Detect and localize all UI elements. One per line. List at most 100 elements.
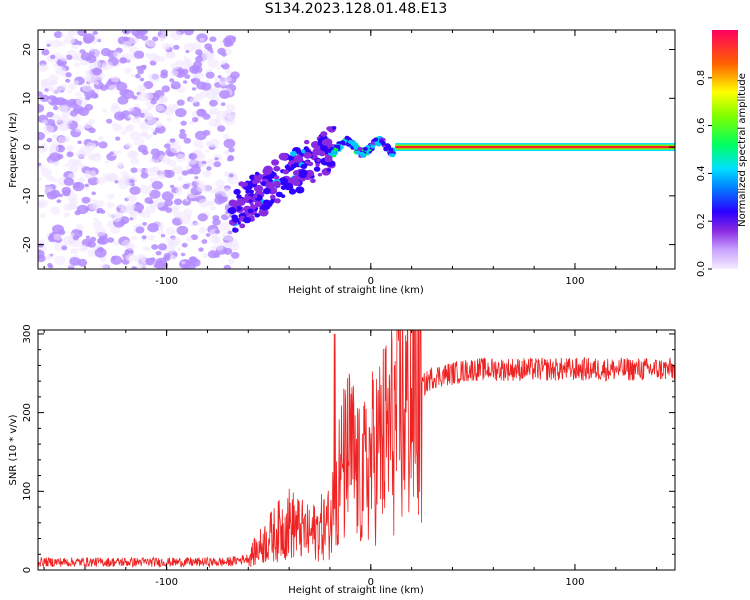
spectrogram-blob	[139, 121, 151, 131]
spectrogram-blob	[124, 125, 133, 133]
spectrogram-blob	[141, 149, 149, 156]
spectrogram-blob	[196, 153, 206, 161]
spectrogram-blob	[183, 55, 188, 60]
spectrogram-blob	[139, 64, 147, 71]
spectrogram-blob	[161, 85, 170, 93]
spectrogram-blob	[121, 130, 127, 135]
spectrogram-blob	[74, 210, 81, 216]
spectrogram-blob	[106, 118, 113, 124]
spectrogram-blob	[38, 164, 46, 171]
spectrogram-blob	[153, 198, 165, 208]
spectrogram-blob	[278, 152, 289, 161]
spectrogram-blob	[217, 75, 222, 79]
spectrogram-blob	[66, 145, 75, 152]
spectrogram-blob	[109, 151, 114, 155]
spectrogram-blob	[130, 157, 140, 165]
spectrogram-blob	[248, 199, 253, 203]
spectrogram-blob	[58, 122, 70, 132]
spectrogram-y-axis-label: Frequency (Hz)	[8, 112, 19, 188]
snr-ticks: -100 0 100 0 100 200 300	[22, 324, 675, 588]
spectrogram-blob	[180, 120, 187, 126]
x-tick-label: -100	[155, 276, 178, 287]
spectrogram-blob	[129, 186, 141, 195]
spectrogram-blob	[317, 142, 322, 146]
spectrogram-blob	[284, 164, 290, 169]
spectrogram-blob	[100, 209, 106, 214]
spectrogram-blob	[307, 161, 314, 167]
spectrogram-blob	[242, 181, 249, 187]
spectrogram-blob	[169, 236, 181, 246]
spectrogram-blob	[80, 52, 92, 61]
spectrogram-blob	[173, 44, 180, 50]
spectrogram-blob	[92, 30, 98, 35]
spectrogram-blob	[121, 30, 132, 35]
spectrogram-blob	[51, 39, 62, 48]
spectrogram-blob	[86, 74, 98, 84]
spectrogram-blob	[189, 121, 195, 125]
spectrogram-blob	[128, 150, 138, 158]
spectrogram-blob	[218, 78, 229, 87]
spectrogram-blob	[134, 73, 141, 79]
spectrogram-blob	[123, 174, 130, 181]
spectrogram-blob	[111, 213, 122, 222]
spectrogram-blob	[124, 67, 132, 74]
spectrogram-blob	[49, 152, 61, 162]
spectrogram-blob	[115, 136, 121, 141]
spectrogram-blob	[225, 117, 236, 126]
spectrogram-blob	[223, 247, 233, 255]
spectrogram-blob	[73, 62, 81, 68]
spectrogram-blob	[253, 184, 264, 193]
spectrogram-blob	[40, 168, 53, 178]
spectrogram-blob	[98, 141, 108, 149]
spectrogram-blob	[52, 105, 59, 111]
spectrogram-blob	[132, 116, 142, 124]
spectrogram-blob	[51, 114, 61, 122]
spectrogram-blob	[197, 213, 208, 222]
spectrogram-blob	[155, 159, 160, 163]
spectrogram-blob	[228, 173, 234, 178]
colorbar-label: Normalized spectral amplitude	[737, 73, 748, 227]
spectrogram-blob	[370, 141, 376, 146]
spectrogram-blob	[132, 202, 144, 212]
spectrogram-blob	[156, 104, 165, 112]
spectrogram-blob	[245, 189, 250, 194]
spectrogram-blob	[326, 168, 332, 172]
spectrogram-blob	[121, 239, 132, 248]
spectrogram-line-core	[395, 145, 675, 149]
spectrogram-blob	[293, 155, 304, 164]
spectrogram-blob	[313, 166, 321, 172]
spectrogram-blob	[114, 180, 119, 184]
spectrogram-blob	[50, 206, 61, 216]
spectrogram-blob	[134, 103, 140, 109]
spectrogram-blob	[205, 71, 215, 79]
spectrogram-blob	[46, 43, 51, 47]
x-tick-label: 0	[368, 577, 374, 588]
spectrogram-blob	[137, 69, 144, 75]
spectrogram-blob	[165, 207, 173, 213]
spectrogram-blob	[68, 165, 79, 173]
spectrogram-blob	[52, 224, 64, 235]
snr-x-axis-label: Height of straight line (km)	[288, 585, 424, 596]
spectrogram-blob	[119, 57, 128, 64]
spectrogram-blob	[85, 235, 90, 239]
spectrogram-blob	[230, 71, 240, 80]
spectrogram-blob	[355, 150, 361, 155]
spectrogram-blob	[41, 143, 47, 147]
spectrogram-blob	[87, 240, 96, 248]
spectrogram-blob	[220, 187, 233, 198]
spectrogram-blob	[38, 201, 42, 206]
spectrogram-blob	[193, 139, 204, 148]
spectrogram-blob	[160, 234, 166, 238]
spectrogram-blob	[219, 222, 231, 232]
spectrogram-blob	[68, 83, 77, 90]
spectrogram-blob	[278, 177, 289, 186]
spectrogram-blob	[88, 203, 99, 211]
snr-series-line	[38, 330, 675, 569]
spectrogram-blob	[119, 216, 130, 225]
spectrogram-blob	[183, 137, 192, 144]
spectrogram-blob	[48, 96, 60, 107]
spectrogram-blob	[383, 147, 389, 152]
spectrogram-blob	[46, 137, 53, 143]
spectrogram-blob	[169, 78, 175, 83]
